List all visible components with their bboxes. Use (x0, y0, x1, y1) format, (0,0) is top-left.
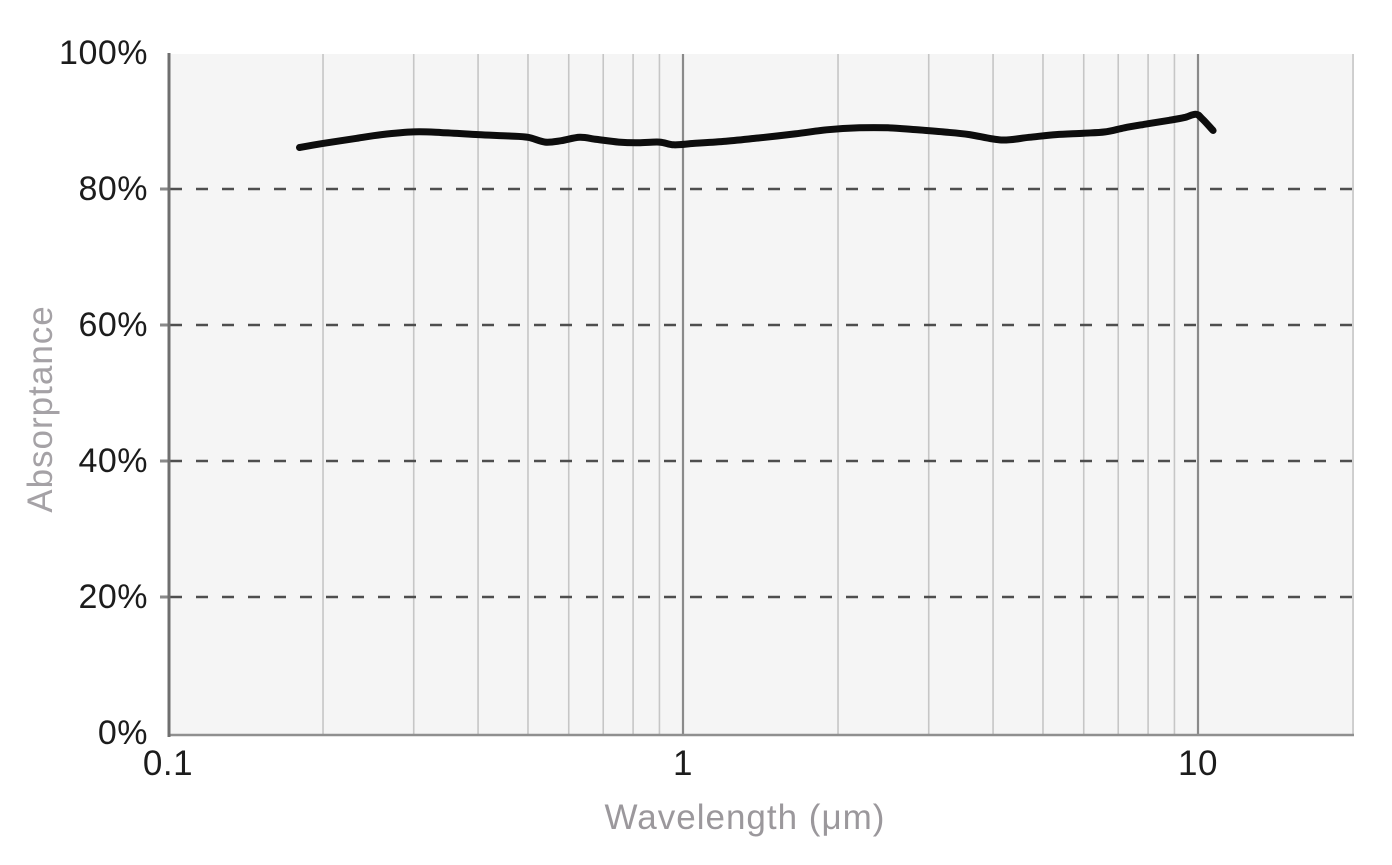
x-tick-label-1: 1 (673, 744, 693, 783)
y-tick-label-20: 20% (78, 578, 148, 616)
y-tick-label-0: 0% (97, 714, 148, 752)
y-tick-label-40: 40% (78, 442, 148, 480)
y-tick-label-80: 80% (78, 170, 148, 208)
x-tick-label-0.1: 0.1 (142, 744, 194, 783)
x-tick-label-10: 10 (1178, 744, 1218, 783)
x-axis-title: Wavelength (μm) (604, 798, 886, 837)
y-tick-label-60: 60% (78, 306, 148, 344)
y-tick-label-100: 100% (59, 34, 148, 72)
